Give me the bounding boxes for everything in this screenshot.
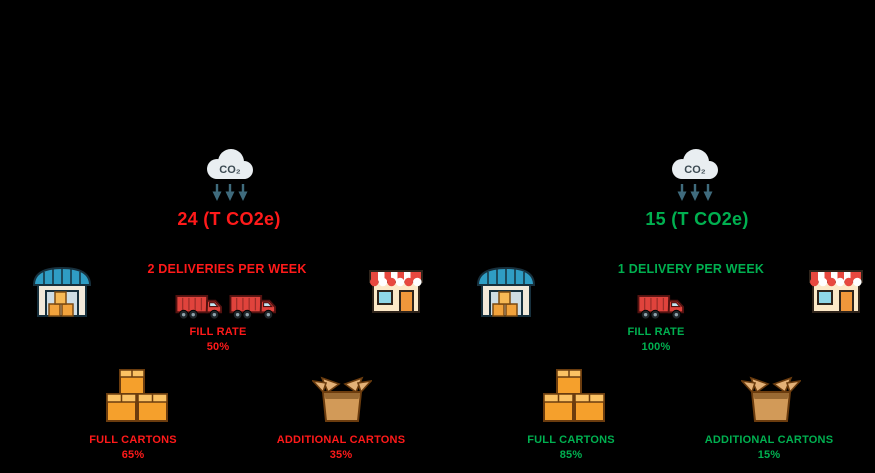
- fill-rate-label: FILL RATE: [189, 326, 247, 338]
- full-cartons-icon: [543, 369, 605, 422]
- fill-rate-value: 50%: [206, 341, 230, 353]
- full-cartons-value: 85%: [559, 449, 583, 461]
- scenario-panel-current: CO₂ 24 (T CO2e) 2 DELIVERIES PER WEEK: [0, 0, 437, 473]
- additional-cartons: [312, 372, 372, 424]
- truck-icon: [637, 295, 685, 320]
- additional-cartons-icon: [312, 376, 372, 422]
- additional-cartons: [741, 372, 801, 424]
- full-cartons: [542, 367, 606, 423]
- co2-text: CO₂: [684, 164, 706, 176]
- cloud-shape: CO₂: [207, 149, 253, 179]
- co2-cloud-icon: CO₂: [207, 149, 253, 201]
- full-cartons-label: FULL CARTONS: [89, 434, 177, 446]
- truck: [637, 292, 685, 322]
- additional-cartons-icon: [741, 376, 801, 422]
- store: [367, 266, 425, 318]
- store: [807, 266, 865, 318]
- emission-arrows-icon: [677, 184, 713, 201]
- full-cartons: [105, 367, 169, 423]
- warehouse: [29, 263, 95, 321]
- co2-cloud: CO₂: [203, 146, 257, 204]
- deliveries-label: 1 DELIVERY PER WEEK: [617, 262, 765, 276]
- co2-cloud-icon: CO₂: [672, 149, 718, 201]
- cloud-shape: CO₂: [672, 149, 718, 179]
- truck-icon: [175, 295, 223, 320]
- trucks-row: [175, 292, 277, 322]
- emissions-value: 24 (T CO2e): [177, 209, 281, 229]
- store-icon: [809, 270, 863, 313]
- co2-cloud: CO₂: [668, 146, 722, 204]
- store-icon: [369, 270, 423, 313]
- full-cartons-label: FULL CARTONS: [527, 434, 615, 446]
- truck-icon: [229, 295, 277, 320]
- fill-rate-value: 100%: [641, 341, 671, 353]
- full-cartons-icon: [106, 369, 168, 422]
- additional-cartons-label: ADDITIONAL CARTONS: [276, 434, 406, 446]
- warehouse-icon: [476, 266, 536, 317]
- trucks-row: [637, 292, 685, 322]
- co2-text: CO₂: [219, 164, 241, 176]
- additional-cartons-value: 35%: [329, 449, 353, 461]
- truck: [175, 292, 223, 322]
- additional-cartons-value: 15%: [757, 449, 781, 461]
- scenario-panel-optimized: CO₂ 15 (T CO2e) 1 DELIVERY PER WEEK: [438, 0, 875, 473]
- additional-cartons-label: ADDITIONAL CARTONS: [704, 434, 834, 446]
- emissions-value: 15 (T CO2e): [645, 209, 749, 229]
- truck: [229, 292, 277, 322]
- fill-rate-label: FILL RATE: [627, 326, 685, 338]
- warehouse-icon: [32, 266, 92, 317]
- full-cartons-value: 65%: [121, 449, 145, 461]
- warehouse: [473, 263, 539, 321]
- deliveries-label: 2 DELIVERIES PER WEEK: [147, 262, 307, 276]
- emission-arrows-icon: [212, 184, 248, 201]
